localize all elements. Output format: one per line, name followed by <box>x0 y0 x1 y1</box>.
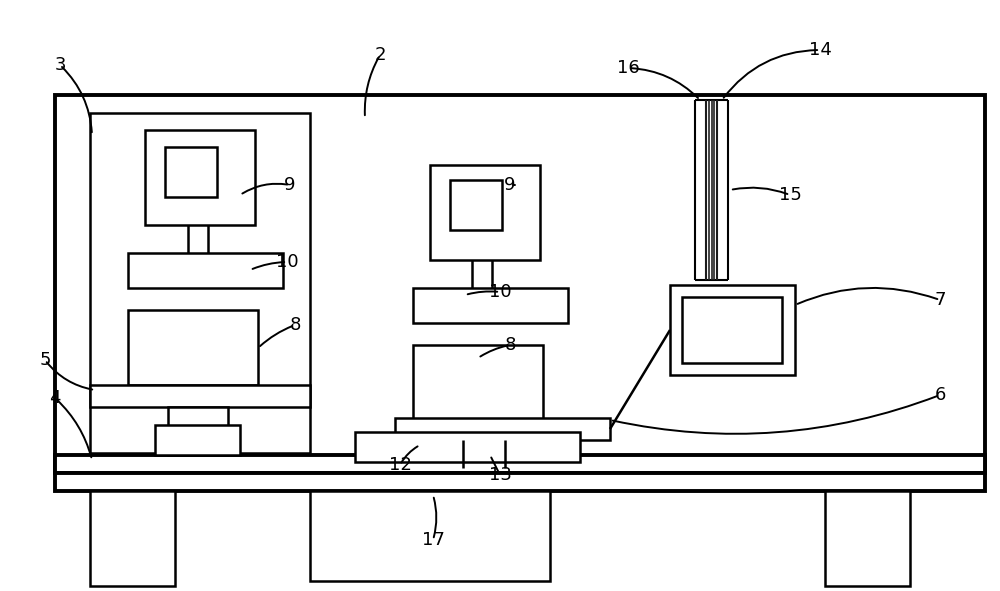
Text: 12: 12 <box>389 456 411 474</box>
Bar <box>413 345 543 420</box>
Bar <box>430 165 540 260</box>
Bar <box>90 113 310 453</box>
Bar <box>155 425 240 455</box>
Text: 13: 13 <box>489 466 511 484</box>
Bar <box>55 95 985 470</box>
Text: 16: 16 <box>617 59 639 77</box>
Text: 2: 2 <box>374 46 386 64</box>
Bar <box>55 455 985 473</box>
Text: 6: 6 <box>934 386 946 404</box>
Text: 10: 10 <box>489 283 511 301</box>
Bar <box>168 407 228 455</box>
Bar <box>395 418 610 440</box>
Text: 9: 9 <box>284 176 296 194</box>
Bar <box>128 310 258 385</box>
Bar <box>90 491 175 586</box>
Bar <box>670 285 795 375</box>
Bar <box>682 297 782 363</box>
Text: 9: 9 <box>504 176 516 194</box>
Bar <box>165 147 217 197</box>
Text: 14: 14 <box>809 41 831 59</box>
Text: 15: 15 <box>779 186 801 204</box>
Bar <box>145 130 255 225</box>
Text: 10: 10 <box>276 253 298 271</box>
Bar <box>355 432 580 462</box>
Text: 8: 8 <box>289 316 301 334</box>
Bar <box>450 180 502 230</box>
Bar <box>128 253 283 288</box>
Bar <box>825 491 910 586</box>
Text: 5: 5 <box>39 351 51 369</box>
Bar <box>55 473 985 491</box>
Text: 17: 17 <box>422 531 444 549</box>
Bar <box>413 288 568 323</box>
Text: 7: 7 <box>934 291 946 309</box>
Text: 3: 3 <box>54 56 66 74</box>
Text: 4: 4 <box>49 389 61 407</box>
Bar <box>310 491 550 581</box>
Bar <box>90 385 310 407</box>
Text: 8: 8 <box>504 336 516 354</box>
